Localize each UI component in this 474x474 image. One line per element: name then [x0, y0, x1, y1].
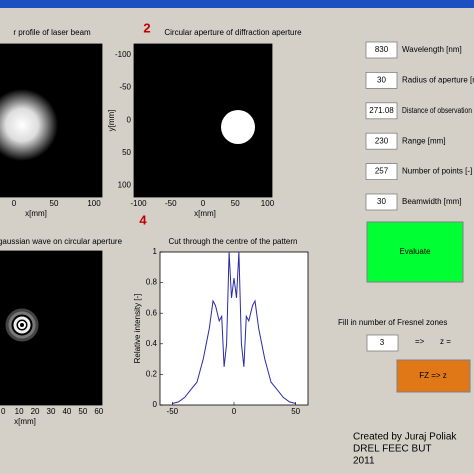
x-tick-label: 50 [291, 407, 300, 416]
input-value: 230 [375, 136, 389, 145]
evaluate-label: Evaluate [399, 247, 431, 256]
y-axis-label: Relative intensity [-] [133, 294, 142, 364]
x-tick-label: 40 [62, 407, 71, 416]
input-box[interactable] [365, 102, 398, 120]
x-tick-label: 0 [12, 199, 17, 208]
y-tick-label: 0 [153, 400, 158, 409]
panel-title: Circular aperture of diffraction apertur… [164, 28, 302, 37]
diffraction-ring [8, 311, 36, 339]
input-box[interactable] [365, 163, 398, 181]
panel-number: 2 [143, 20, 150, 35]
input-label: Number of points [-] [402, 167, 472, 176]
diffraction-ring [13, 316, 31, 334]
x-tick-label: -50 [167, 407, 179, 416]
intensity-line [172, 251, 296, 404]
x-tick-label: 50 [231, 199, 240, 208]
x-tick-label: 0 [232, 407, 237, 416]
panel-title: gaussian wave on circular aperture [0, 237, 123, 246]
title-bar [0, 0, 474, 8]
y-axis-label: y[mm] [107, 110, 116, 132]
x-tick-label: 0 [1, 407, 6, 416]
x-tick-label: 50 [50, 199, 59, 208]
panel-title: Cut through the centre of the pattern [169, 237, 298, 246]
x-tick-label: 0 [201, 199, 206, 208]
y-tick-label: 100 [118, 180, 132, 189]
input-value: 271.08 [369, 106, 394, 115]
x-tick-label: 20 [31, 407, 40, 416]
input-box[interactable] [365, 41, 398, 59]
y-tick-label: 0.2 [146, 370, 158, 379]
panel-title: r profile of laser beam [13, 28, 91, 37]
input-label: Radius of aperture [mm] [402, 76, 474, 85]
input-value: 830 [375, 45, 389, 54]
input-box[interactable] [365, 72, 398, 89]
fresnel-prompt: Fill in number of Fresnel zones [338, 318, 447, 327]
x-tick-label: 100 [87, 199, 101, 208]
credit-line: Created by Juraj Poliak [353, 432, 457, 443]
x-axis-label: x[mm] [25, 209, 47, 218]
input-label: Wavelength [nm] [402, 45, 462, 54]
x-tick-label: 50 [78, 407, 87, 416]
fresnel-value: 3 [380, 338, 385, 347]
panel-number: 4 [139, 212, 147, 227]
input-label: Range [mm] [402, 136, 446, 145]
x-axis-label: x[mm] [14, 417, 36, 426]
diffraction-ring [18, 321, 26, 329]
x-axis-label: x[mm] [194, 209, 216, 218]
y-tick-label: 0.6 [146, 308, 158, 317]
input-label: Beamwidth [mm] [402, 197, 462, 206]
input-value: 30 [377, 76, 386, 85]
y-tick-label: -100 [115, 50, 132, 59]
input-box[interactable] [365, 193, 398, 211]
beam-profile [0, 89, 58, 161]
fresnel-arrow: => [415, 337, 425, 346]
x-tick-label: 100 [261, 199, 275, 208]
diffraction-ring [5, 308, 39, 342]
x-tick-label: -50 [165, 199, 177, 208]
plot-area [159, 251, 309, 406]
y-tick-label: 1 [153, 247, 158, 256]
input-value: 30 [377, 197, 386, 206]
y-tick-label: 0 [127, 115, 132, 124]
x-tick-label: 10 [15, 407, 24, 416]
input-box[interactable] [365, 132, 398, 150]
fz-label: FZ => z [419, 371, 447, 380]
y-tick-label: 0.4 [146, 339, 158, 348]
input-label: Distance of observation [402, 106, 472, 115]
y-tick-label: -50 [119, 83, 131, 92]
x-tick-label: 30 [47, 407, 56, 416]
x-tick-label: 60 [94, 407, 103, 416]
fresnel-input[interactable] [366, 334, 399, 352]
fz-button[interactable] [396, 359, 471, 393]
y-tick-label: 50 [122, 148, 131, 157]
aperture [221, 110, 255, 144]
x-tick-label: -100 [131, 199, 148, 208]
evaluate-button[interactable] [366, 221, 464, 283]
y-tick-label: 0.8 [146, 278, 158, 287]
input-value: 257 [375, 167, 389, 176]
credit-line: DREL FEEC BUT [353, 444, 432, 455]
credit-line: 2011 [353, 456, 375, 467]
fresnel-result: z = [440, 337, 451, 346]
